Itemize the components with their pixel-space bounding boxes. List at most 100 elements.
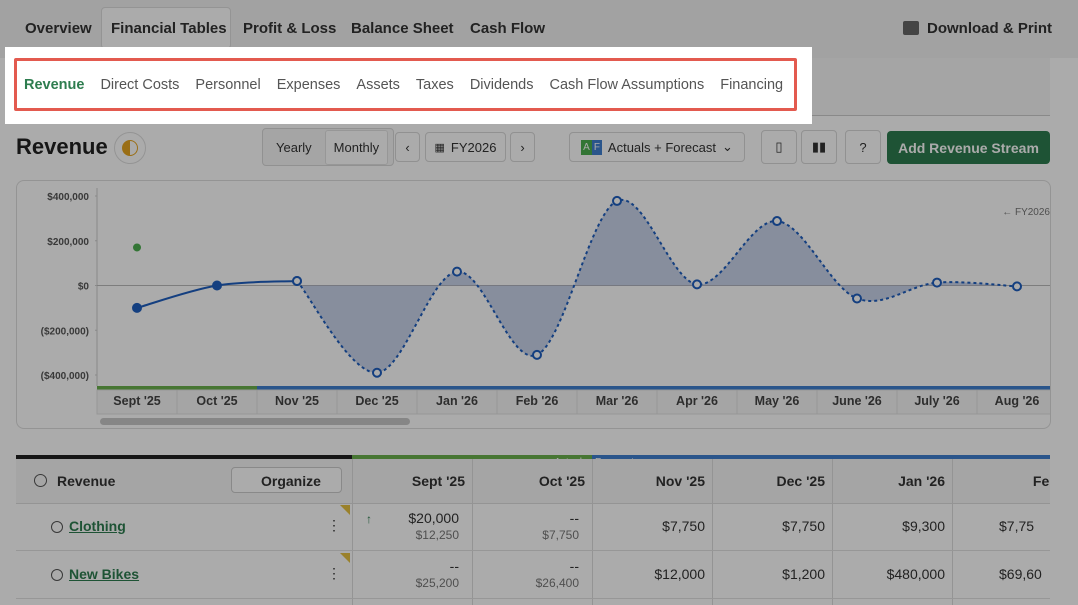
cell-value: $1,200 (782, 566, 825, 582)
forecast-band (257, 386, 1050, 390)
x-tick-label: Apr '26 (676, 394, 718, 408)
x-tick-label: Feb '26 (516, 394, 559, 408)
subtab[interactable]: Cash Flow Assumptions (549, 76, 705, 93)
printer-icon (903, 21, 919, 35)
cell-sub: $26,400 (535, 576, 579, 590)
x-tick-label: Sept '25 (113, 394, 160, 408)
x-cell (96, 389, 178, 415)
cell-sub: $7,750 (542, 528, 579, 542)
section-title: Revenue (16, 134, 108, 159)
x-tick-label: Jan '26 (436, 394, 478, 408)
subtab[interactable]: Direct Costs (100, 76, 180, 93)
subtab[interactable]: Dividends (469, 76, 534, 93)
col-divider (592, 459, 593, 605)
expand-icon (51, 569, 63, 581)
add-button[interactable]: Add Revenue Stream (887, 131, 1050, 164)
row-menu: ⋮ (327, 565, 341, 581)
x-tick-label: Aug '26 (995, 394, 1040, 408)
export-icon[interactable]: ▯ (761, 130, 797, 164)
bar-forecast (592, 455, 1050, 459)
view-select[interactable]: A F Actuals + Forecast ⌄ (569, 132, 745, 162)
row-name[interactable]: Clothing (69, 518, 126, 534)
nav-tab[interactable]: Balance Sheet (351, 20, 454, 37)
expand-icon (51, 521, 63, 533)
cell-sub: $25,200 (415, 576, 459, 590)
row-name[interactable]: New Bikes (69, 566, 140, 582)
chart: $400,000 $200,000 $0 ($200,000) ($400,000) ← … (41, 188, 1050, 425)
next-button[interactable]: › (510, 132, 535, 162)
prev-button[interactable]: ‹ (395, 132, 420, 162)
column-header: Dec '25 (776, 473, 825, 489)
cell-value: $9,300 (902, 518, 945, 534)
cell-value: $480,000 (886, 566, 945, 582)
cell-value: -- (569, 558, 579, 574)
highlight: Revenue Direct Costs Personnel Expenses Asse… (5, 47, 812, 124)
y-tick-label: $0 (78, 282, 90, 293)
col-divider (832, 459, 833, 605)
x-cell (976, 389, 1050, 415)
corner-flag (340, 505, 350, 515)
collapse-icon (34, 474, 47, 487)
subtab[interactable]: Revenue (24, 76, 85, 93)
x-tick-label: Oct '25 (196, 394, 237, 408)
x-tick-label: May '26 (755, 394, 800, 408)
x-tick-label: Dec '25 (355, 394, 398, 408)
subtab[interactable]: Personnel (195, 76, 261, 93)
subtab[interactable]: Expenses (276, 76, 341, 93)
row-line (16, 550, 1050, 551)
area (297, 199, 1017, 373)
point (212, 280, 222, 291)
active-tab-bg (101, 7, 231, 49)
x-cell (416, 389, 498, 415)
period-option[interactable]: Monthly (324, 129, 389, 165)
x-tick-label: Nov '25 (275, 394, 319, 408)
cell-value: $7,75 (999, 518, 1035, 534)
subtab[interactable]: Financing (720, 76, 784, 93)
y-tick-label: ($400,000) (41, 371, 89, 382)
nav-tab[interactable]: Financial Tables (111, 20, 227, 37)
column-header: Sept '25 (411, 473, 465, 489)
x-cell (336, 389, 418, 415)
subtab-bar (812, 58, 1050, 116)
x-tick-label: Mar '26 (596, 394, 639, 408)
organize-button[interactable]: Organize (231, 467, 342, 493)
actuals-band (97, 386, 257, 390)
trend-arrow: ↑ (366, 512, 372, 526)
scrollbar (100, 418, 410, 425)
help-icon[interactable] (114, 132, 146, 164)
col-divider (352, 459, 353, 605)
view-label: Actuals + Forecast (607, 139, 716, 155)
badge: F (591, 139, 602, 155)
y-tick-label: ($200,000) (41, 326, 89, 337)
download-button[interactable]: Download & Print (927, 20, 1052, 37)
period-option[interactable]: Yearly (276, 139, 312, 155)
year-label: FY2026 (450, 139, 497, 155)
bar-actuals (352, 455, 592, 459)
subtab[interactable]: Assets (356, 76, 400, 93)
help-button[interactable]: ? (845, 130, 881, 164)
cell-value: $7,750 (782, 518, 825, 534)
period-toggle: Yearly Monthly (262, 128, 394, 166)
nav-tab[interactable]: Overview (25, 20, 92, 37)
x-tick-label: June '26 (832, 394, 882, 408)
cell-value: $12,000 (654, 566, 705, 582)
col-divider (712, 459, 713, 605)
badge: A (581, 139, 592, 155)
cell-value: $7,750 (662, 518, 705, 534)
point (452, 266, 462, 277)
year-picker[interactable]: ▦ FY2026 (425, 132, 506, 162)
point (852, 293, 862, 304)
point (772, 216, 782, 227)
chart-icon[interactable]: ▮▮ (801, 130, 837, 164)
nav-tab[interactable]: Profit & Loss (243, 20, 337, 37)
column-header: Nov '25 (655, 473, 705, 489)
fiscal-label: ← FY2026 (1002, 207, 1050, 218)
subtab[interactable]: Taxes (415, 76, 454, 93)
nav-tab[interactable]: Cash Flow (470, 20, 546, 37)
point (932, 277, 942, 288)
row-menu: ⋮ (327, 517, 341, 533)
cell-value: -- (569, 510, 579, 526)
point (292, 276, 302, 287)
point (612, 195, 622, 206)
